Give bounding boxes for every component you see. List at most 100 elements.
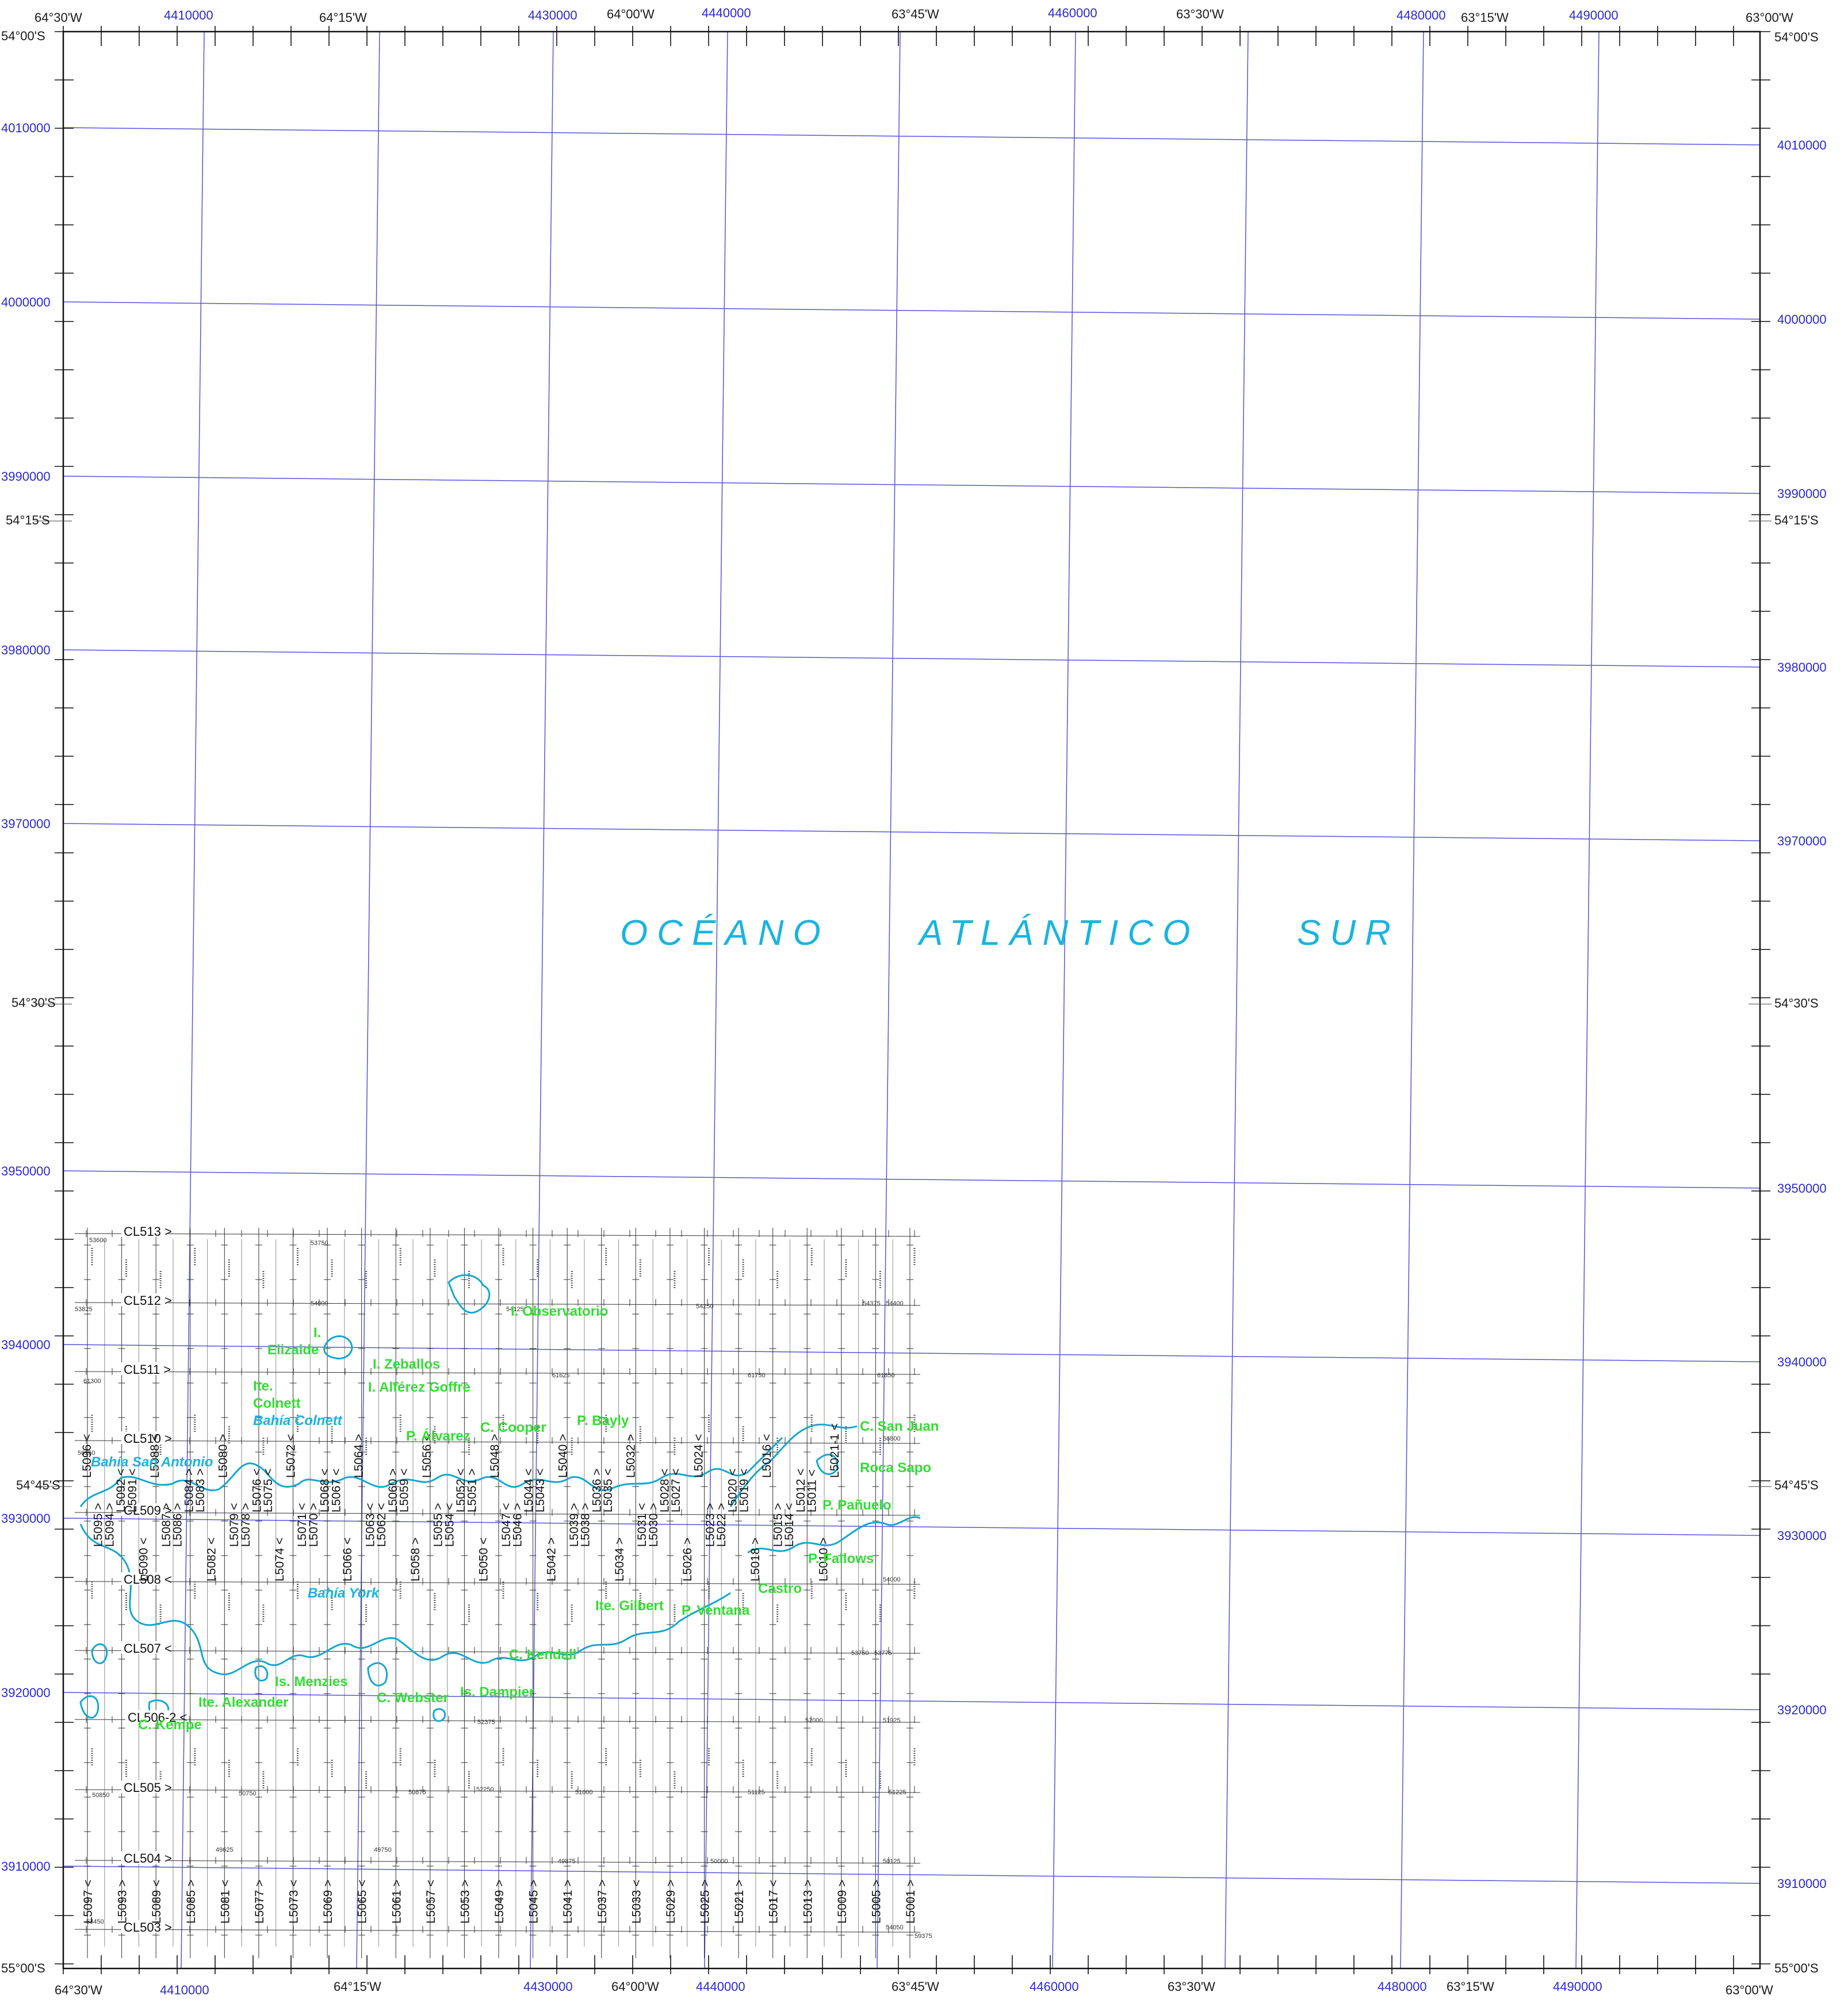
l-line-label: L5024 < (692, 1434, 706, 1479)
cl-label-bg (121, 1920, 169, 1933)
sample-value: 54050 (886, 1924, 904, 1931)
coastline-segment (79, 1695, 100, 1719)
l-line-label: L5073 < (288, 1880, 301, 1924)
place-label: P. Álvarez (406, 1428, 470, 1444)
geo-left-label: 55°00'S (1, 1961, 45, 1975)
l-line-label: L5057 < (424, 1880, 438, 1924)
cl-label-bg (121, 1572, 169, 1585)
sample-value: 51000 (575, 1789, 593, 1796)
sample-value: 49750 (374, 1847, 392, 1853)
utm-y-label: 3920000 (1777, 1703, 1827, 1717)
utm-y-label: 3990000 (1, 469, 51, 484)
utm-y-label: 3980000 (1, 643, 51, 657)
l-line-label: L5028 < (659, 1469, 672, 1513)
coastline-segment (79, 1437, 783, 1507)
place-names: I. Elizalde I. Zeballos I. Alférez Goffre I.… (91, 1304, 939, 1733)
l-line-label: L5049 > (493, 1880, 506, 1924)
sample-value: 61625 (552, 1372, 570, 1379)
geo-left-labels: 54°00'S 54°15'S 54°30'S 54°45'S 55°00'S (1, 29, 60, 1975)
place-label: Is. Dampier (460, 1684, 534, 1700)
cl-label-bg (121, 1293, 169, 1306)
l-line-label: L5035 < (602, 1469, 615, 1513)
sample-value: 53750 (851, 1650, 869, 1657)
utm-y-label: 3930000 (1, 1511, 51, 1526)
utm-y-label: 3940000 (1777, 1355, 1827, 1369)
place-label: Ite. (253, 1378, 273, 1394)
geo-left-label: 54°30'S (12, 995, 56, 1010)
l-line-label: L5027 < (669, 1469, 683, 1513)
sample-value: 50000 (710, 1858, 728, 1865)
place-label: P. Ventana (682, 1603, 750, 1618)
place-label: Colnett (253, 1396, 301, 1411)
cl-line-label: CL504 > (124, 1851, 172, 1866)
cl-line-label: CL508 < (124, 1572, 172, 1587)
sample-value: 50850 (92, 1792, 110, 1799)
l-line-label: L5089 < (150, 1880, 163, 1924)
cl-line-label: CL511 > (124, 1362, 171, 1377)
l-line-label: L5091 < (126, 1469, 139, 1513)
cl-line-label: CL505 > (124, 1780, 172, 1795)
bay-label: Bahía Colnett (253, 1413, 343, 1428)
utm-northing-line (63, 1344, 1761, 1362)
geo-right-label: 55°00'S (1774, 1961, 1819, 1975)
cl-label-bg (121, 1641, 169, 1654)
l-line-label: L5036 > (590, 1469, 603, 1513)
l-line-label: L5045 > (527, 1880, 541, 1924)
sample-value: 53775 (874, 1650, 892, 1657)
utm-x-top-labels: 4410000 4430000 4440000 4460000 4480000 … (164, 6, 1619, 22)
utm-x-label: 4430000 (528, 8, 577, 22)
utm-y-label: 4000000 (1, 295, 51, 309)
l-line-label: L5097 < (82, 1880, 95, 1924)
utm-y-label: 3910000 (1, 1859, 51, 1874)
sample-value: 54250 (696, 1303, 714, 1310)
coastline-segment (79, 1523, 731, 1676)
sample-value: 54000 (311, 1300, 328, 1307)
geo-left-label: 54°45'S (16, 1478, 60, 1492)
coastline-segment (433, 1708, 446, 1722)
utm-easting-line (181, 31, 205, 1969)
geo-bottom-label: 63°30'W (1168, 1979, 1215, 1994)
l-line-label: L5032 > (624, 1434, 637, 1479)
l-line-label: L5092 < (114, 1469, 128, 1513)
graticule (35, 520, 1772, 1487)
l-line-label: L5029 > (664, 1880, 678, 1924)
geo-bottom-label: 64°30'W (55, 1983, 102, 1997)
l-line-label: L5012 < (794, 1469, 808, 1513)
place-label: Castro (758, 1581, 802, 1596)
l-line-label: L5068 < (319, 1469, 332, 1513)
utm-northing-line (63, 301, 1761, 320)
l-line-label: L5040 > (556, 1434, 569, 1479)
sample-value: 61300 (83, 1378, 101, 1385)
sample-value: 50875 (408, 1789, 426, 1796)
utm-y-label: 3970000 (1, 817, 51, 831)
l-line-label: L5018 > (749, 1538, 762, 1582)
utm-x-label: 4460000 (1030, 1979, 1079, 1994)
sample-value: 51925 (883, 1717, 901, 1724)
coastline-segment (816, 1453, 839, 1475)
l-line-label: L5093 > (116, 1880, 129, 1924)
l-line-label: L5005 > (870, 1880, 883, 1924)
frame-ticks (55, 26, 1770, 1974)
l-line-label: L5087 > (160, 1503, 173, 1548)
geo-right-labels: 54°00'S 54°15'S 54°30'S 54°45'S 55°00'S (1774, 30, 1819, 1975)
utm-y-label: 3980000 (1777, 660, 1827, 675)
l-line-label: L5063 < (364, 1503, 377, 1548)
sample-value: 52250 (476, 1786, 494, 1793)
l-line-label: L5046 > (511, 1503, 524, 1548)
l-line-label: L5014 < (783, 1503, 796, 1548)
cl-line-labels: CL513 > CL512 > CL511 > CL510 > CL509 > CL508… (121, 1224, 187, 1935)
geo-top-label: 63°15'W (1461, 10, 1509, 25)
utm-x-label: 4410000 (160, 1983, 209, 1997)
l-line-label: L5083 > (194, 1469, 207, 1513)
utm-y-label: 3910000 (1777, 1876, 1827, 1891)
sample-value: 54400 (886, 1300, 904, 1307)
l-line-label: L5079 < (228, 1503, 241, 1548)
place-label: Elizalde (267, 1342, 319, 1358)
geo-bottom-label: 63°00'W (1725, 1983, 1773, 1997)
l-line-label: L5010 > (817, 1538, 830, 1582)
geo-right-label: 54°30'S (1774, 996, 1819, 1010)
geo-bottom-label: 64°00'W (611, 1979, 659, 1994)
sample-values: 53600 53825 56150 61300 53750 54000 54125 54250… (75, 1237, 932, 1940)
utm-grid (63, 31, 1761, 1969)
l-line-label: L5009 > (836, 1880, 849, 1924)
